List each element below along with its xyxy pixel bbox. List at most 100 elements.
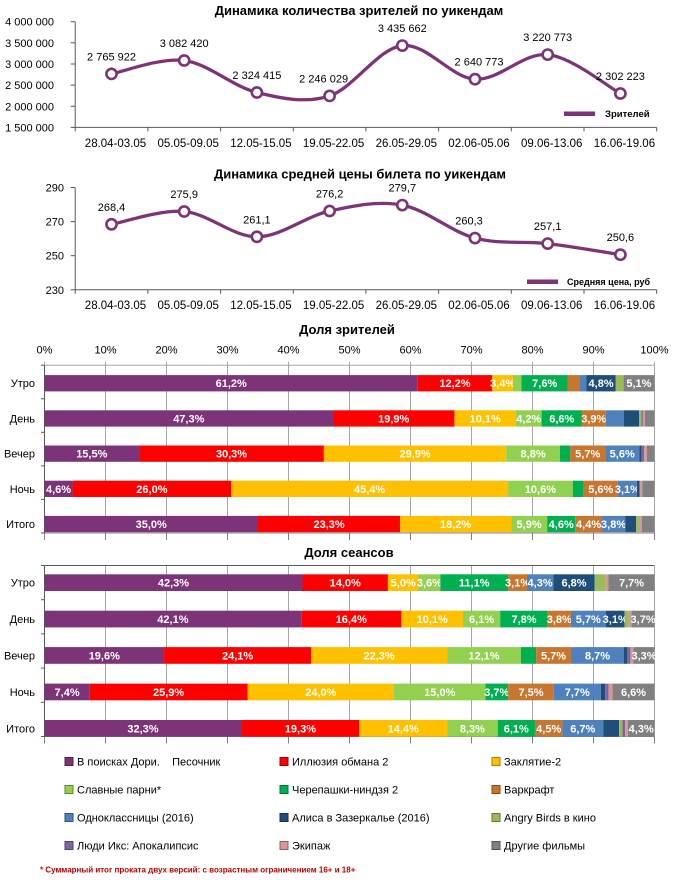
svg-text:26.05-29.05: 26.05-29.05 — [376, 138, 437, 150]
svg-text:26,0%: 26,0% — [136, 484, 167, 496]
svg-text:14,0%: 14,0% — [330, 578, 361, 590]
svg-text:24,0%: 24,0% — [305, 687, 336, 699]
svg-text:3,9%: 3,9% — [581, 413, 606, 425]
svg-text:7,4%: 7,4% — [55, 687, 80, 699]
svg-text:7,6%: 7,6% — [532, 378, 557, 390]
svg-text:25,9%: 25,9% — [153, 687, 184, 699]
svg-text:Утро: Утро — [11, 378, 35, 390]
svg-text:19,9%: 19,9% — [378, 413, 409, 425]
svg-text:В поисках Дори. Песочник: В поисках Дори. Песочник — [77, 757, 221, 769]
svg-text:7,7%: 7,7% — [565, 687, 590, 699]
svg-text:7,8%: 7,8% — [511, 614, 536, 626]
svg-text:12.05-15.05: 12.05-15.05 — [230, 138, 291, 150]
svg-text:6,7%: 6,7% — [570, 723, 595, 735]
svg-text:4,6%: 4,6% — [46, 484, 71, 496]
svg-text:Доля сеансов: Доля сеансов — [304, 545, 393, 560]
svg-text:12,1%: 12,1% — [468, 651, 499, 663]
svg-text:50%: 50% — [338, 345, 360, 357]
svg-text:35,0%: 35,0% — [136, 519, 167, 531]
svg-text:30,3%: 30,3% — [216, 449, 247, 461]
svg-text:47,3%: 47,3% — [173, 413, 204, 425]
svg-text:2 324 415: 2 324 415 — [232, 70, 281, 82]
svg-text:14,4%: 14,4% — [388, 723, 419, 735]
svg-text:6,6%: 6,6% — [621, 687, 646, 699]
svg-text:4,5%: 4,5% — [536, 723, 561, 735]
svg-text:11,1%: 11,1% — [459, 578, 490, 590]
svg-text:Ночь: Ночь — [10, 484, 36, 496]
svg-text:3,8%: 3,8% — [547, 614, 572, 626]
svg-text:279,7: 279,7 — [389, 183, 417, 195]
svg-text:3 220 773: 3 220 773 — [523, 32, 572, 44]
svg-text:Варкрафт: Варкрафт — [504, 785, 554, 797]
svg-text:26.05-29.05: 26.05-29.05 — [376, 300, 437, 312]
svg-text:Заклятие-2: Заклятие-2 — [504, 757, 561, 769]
svg-text:3,6%: 3,6% — [417, 578, 442, 590]
svg-text:09.06-13.06: 09.06-13.06 — [521, 300, 582, 312]
svg-text:Итого: Итого — [6, 519, 35, 531]
svg-text:Вечер: Вечер — [4, 449, 35, 461]
svg-text:257,1: 257,1 — [534, 221, 562, 233]
svg-text:23,3%: 23,3% — [313, 519, 344, 531]
svg-text:5,1%: 5,1% — [626, 378, 651, 390]
svg-text:Ночь: Ночь — [10, 687, 36, 699]
svg-text:3 082 420: 3 082 420 — [160, 38, 209, 50]
svg-text:5,6%: 5,6% — [610, 449, 635, 461]
svg-text:Утро: Утро — [11, 578, 35, 590]
svg-text:7,7%: 7,7% — [619, 578, 644, 590]
svg-text:42,3%: 42,3% — [158, 578, 189, 590]
svg-text:29,9%: 29,9% — [399, 449, 430, 461]
svg-text:2 765 922: 2 765 922 — [87, 51, 136, 63]
svg-text:19,6%: 19,6% — [89, 651, 120, 663]
svg-text:2 640 773: 2 640 773 — [455, 57, 504, 69]
svg-text:4,6%: 4,6% — [549, 519, 574, 531]
svg-text:250,6: 250,6 — [607, 232, 635, 244]
svg-text:Средняя цена, руб: Средняя цена, руб — [567, 277, 651, 287]
svg-text:10,1%: 10,1% — [417, 614, 448, 626]
svg-text:5,9%: 5,9% — [517, 519, 542, 531]
svg-text:6,1%: 6,1% — [504, 723, 529, 735]
svg-text:3,1%: 3,1% — [615, 484, 640, 496]
svg-text:61,2%: 61,2% — [216, 378, 247, 390]
svg-text:28.04-03.05: 28.04-03.05 — [85, 300, 146, 312]
svg-text:Экипаж: Экипаж — [292, 841, 331, 853]
svg-text:260,3: 260,3 — [455, 216, 483, 228]
svg-text:Вечер: Вечер — [4, 651, 35, 663]
svg-text:Черепашки-ниндзя 2: Черепашки-ниндзя 2 — [292, 785, 398, 797]
svg-text:16,4%: 16,4% — [336, 614, 367, 626]
svg-text:28.04-03.05: 28.04-03.05 — [85, 138, 146, 150]
svg-text:3,7%: 3,7% — [631, 614, 656, 626]
svg-text:Иллюзия обмана 2: Иллюзия обмана 2 — [292, 757, 388, 769]
svg-text:Angry Birds в кино: Angry Birds в кино — [504, 813, 596, 825]
svg-text:Динамика количества зрителей п: Динамика количества зрителей по уикендам — [215, 3, 504, 18]
svg-text:6,1%: 6,1% — [469, 614, 494, 626]
svg-text:3 435 662: 3 435 662 — [378, 23, 427, 35]
svg-text:32,3%: 32,3% — [127, 723, 158, 735]
svg-text:276,2: 276,2 — [316, 189, 344, 201]
svg-text:12.05-15.05: 12.05-15.05 — [230, 300, 291, 312]
svg-text:18,2%: 18,2% — [440, 519, 471, 531]
svg-text:3 500 000: 3 500 000 — [5, 38, 54, 50]
svg-text:4,8%: 4,8% — [589, 378, 614, 390]
svg-text:Итого: Итого — [6, 723, 35, 735]
svg-text:8,3%: 8,3% — [460, 723, 485, 735]
svg-text:05.05-09.05: 05.05-09.05 — [158, 300, 219, 312]
svg-text:10,1%: 10,1% — [470, 413, 501, 425]
svg-text:19.05-22.05: 19.05-22.05 — [303, 300, 364, 312]
svg-text:09.06-13.06: 09.06-13.06 — [521, 138, 582, 150]
svg-text:6,6%: 6,6% — [549, 413, 574, 425]
svg-text:2 000 000: 2 000 000 — [5, 101, 54, 113]
svg-text:4 000 000: 4 000 000 — [5, 17, 54, 29]
svg-text:Динамика средней цены билета п: Динамика средней цены билета по уикендам — [214, 167, 506, 182]
svg-text:Другие фильмы: Другие фильмы — [504, 841, 585, 853]
svg-text:16.06-19.06: 16.06-19.06 — [594, 138, 655, 150]
svg-text:270: 270 — [46, 217, 64, 229]
svg-text:45,4%: 45,4% — [354, 484, 385, 496]
svg-text:3,1%: 3,1% — [505, 578, 530, 590]
svg-text:70%: 70% — [460, 345, 482, 357]
svg-text:День: День — [10, 614, 36, 626]
svg-text:100%: 100% — [640, 345, 668, 357]
svg-text:30%: 30% — [216, 345, 238, 357]
svg-text:15,0%: 15,0% — [424, 687, 455, 699]
svg-text:3,3%: 3,3% — [631, 651, 656, 663]
svg-text:16.06-19.06: 16.06-19.06 — [594, 300, 655, 312]
